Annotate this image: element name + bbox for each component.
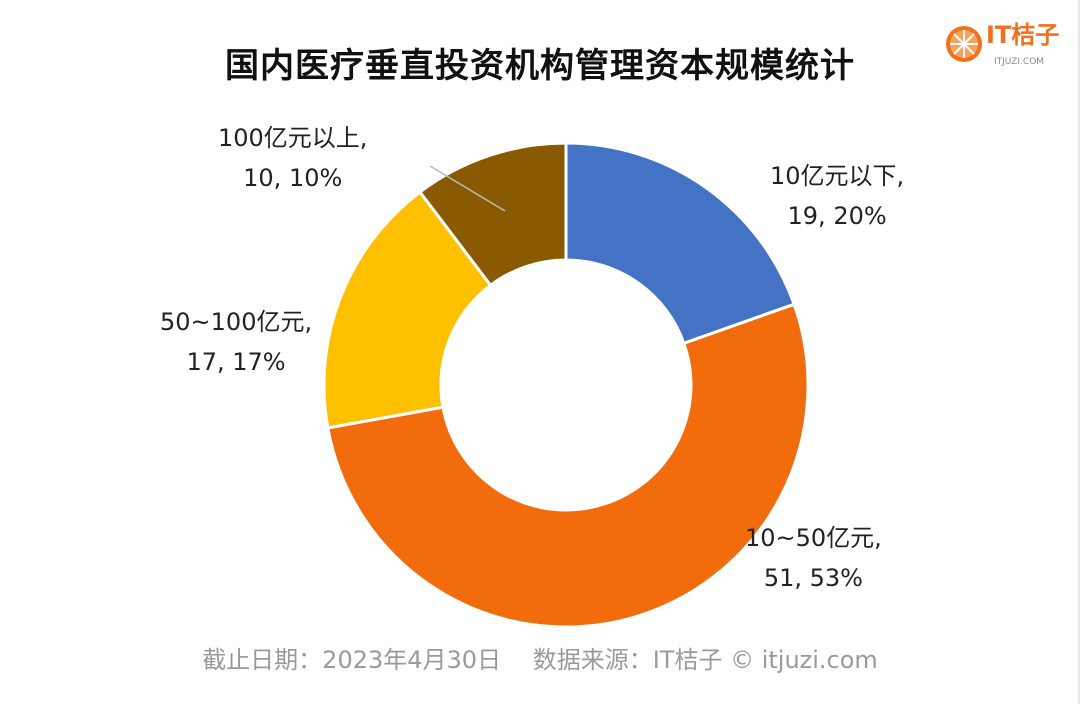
orange-slice-icon (946, 26, 982, 62)
data-label-2: 50~100亿元, 17, 17% (160, 308, 313, 376)
border-edge (1078, 0, 1080, 704)
donut-slice-1 (326, 302, 810, 629)
data-label-0: 10亿元以下, 19, 20% (770, 162, 905, 230)
donut-slice-3 (417, 141, 568, 288)
leader-line (429, 165, 506, 212)
data-label-3: 100亿元以上, 10, 10% (218, 124, 368, 192)
logo-brand: IT桔子 (986, 21, 1060, 49)
donut-slice-0 (564, 141, 797, 346)
donut-slice-2 (322, 189, 493, 430)
logo-sub: ITJUZI.COM (994, 57, 1045, 67)
itjuzi-logo: IT桔子 ITJUZI.COM (944, 20, 1078, 72)
data-label-1: 10~50亿元, 51, 53% (745, 524, 882, 592)
footer-source: 截止日期：2023年4月30日 数据来源：IT桔子 © itjuzi.com (202, 646, 878, 674)
chart-title: 国内医疗垂直投资机构管理资本规模统计 (225, 46, 855, 86)
